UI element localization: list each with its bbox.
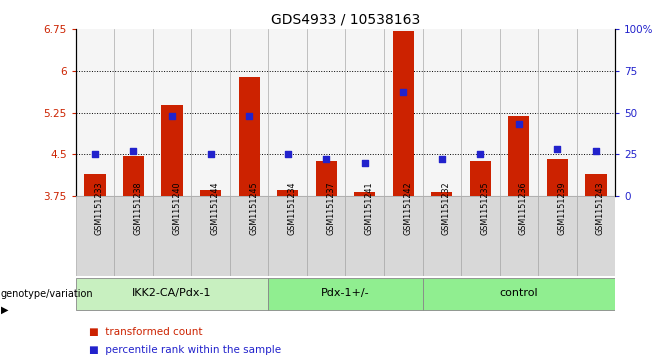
Text: GSM1151245: GSM1151245	[249, 181, 258, 235]
Text: GSM1151234: GSM1151234	[288, 181, 297, 235]
Point	[321, 156, 332, 162]
Bar	[123, 156, 144, 196]
Text: GSM1151243: GSM1151243	[596, 181, 605, 235]
Bar	[345, 29, 384, 196]
Bar	[161, 105, 183, 196]
Bar	[84, 174, 105, 196]
Text: Pdx-1+/-: Pdx-1+/-	[321, 288, 370, 298]
Bar	[499, 196, 538, 276]
Bar	[191, 29, 230, 196]
Bar	[76, 278, 268, 310]
Bar	[307, 196, 345, 276]
Bar	[499, 29, 538, 196]
Bar	[114, 196, 153, 276]
Text: GSM1151232: GSM1151232	[442, 181, 451, 235]
Text: GSM1151237: GSM1151237	[326, 181, 335, 235]
Text: ▶: ▶	[1, 304, 8, 314]
Bar	[586, 174, 607, 196]
Point	[514, 121, 524, 127]
Bar	[345, 196, 384, 276]
Text: IKK2-CA/Pdx-1: IKK2-CA/Pdx-1	[132, 288, 212, 298]
Point	[205, 151, 216, 157]
Text: ■  percentile rank within the sample: ■ percentile rank within the sample	[89, 345, 281, 355]
Point	[166, 113, 177, 119]
Bar	[200, 191, 221, 196]
Text: GSM1151239: GSM1151239	[557, 181, 567, 235]
Bar	[230, 29, 268, 196]
Bar	[538, 29, 576, 196]
Point	[89, 151, 100, 157]
Bar	[547, 159, 568, 196]
Text: GSM1151241: GSM1151241	[365, 181, 374, 235]
Bar	[268, 29, 307, 196]
Bar	[277, 191, 298, 196]
Bar	[422, 29, 461, 196]
Bar	[76, 196, 114, 276]
Bar	[461, 196, 499, 276]
Bar	[76, 29, 114, 196]
Text: GSM1151240: GSM1151240	[172, 181, 181, 235]
Bar	[576, 29, 615, 196]
Bar	[384, 29, 422, 196]
Bar	[114, 29, 153, 196]
Point	[128, 148, 139, 154]
Text: GSM1151236: GSM1151236	[519, 181, 528, 235]
Bar	[422, 196, 461, 276]
Bar	[508, 117, 530, 196]
Point	[436, 156, 447, 162]
Bar	[268, 196, 307, 276]
Bar	[393, 31, 414, 196]
Title: GDS4933 / 10538163: GDS4933 / 10538163	[271, 12, 420, 26]
Text: GSM1151238: GSM1151238	[134, 181, 143, 235]
Bar	[422, 278, 615, 310]
Bar	[316, 161, 337, 196]
Bar	[384, 196, 422, 276]
Text: GSM1151242: GSM1151242	[403, 181, 413, 235]
Bar	[191, 196, 230, 276]
Bar	[470, 161, 491, 196]
Bar	[268, 278, 422, 310]
Point	[398, 90, 409, 95]
Bar	[238, 77, 260, 196]
Bar	[307, 29, 345, 196]
Text: ■  transformed count: ■ transformed count	[89, 327, 202, 337]
Text: GSM1151244: GSM1151244	[211, 181, 220, 235]
Bar	[576, 196, 615, 276]
Bar	[153, 196, 191, 276]
Point	[244, 113, 255, 119]
Bar	[538, 196, 576, 276]
Bar	[230, 196, 268, 276]
Bar	[153, 29, 191, 196]
Point	[282, 151, 293, 157]
Text: GSM1151235: GSM1151235	[480, 181, 490, 235]
Bar	[354, 192, 375, 196]
Text: control: control	[499, 288, 538, 298]
Point	[591, 148, 601, 154]
Point	[359, 160, 370, 166]
Text: GSM1151233: GSM1151233	[95, 181, 104, 235]
Bar	[431, 192, 453, 196]
Point	[552, 146, 563, 152]
Point	[475, 151, 486, 157]
Bar	[461, 29, 499, 196]
Text: genotype/variation: genotype/variation	[1, 289, 93, 299]
